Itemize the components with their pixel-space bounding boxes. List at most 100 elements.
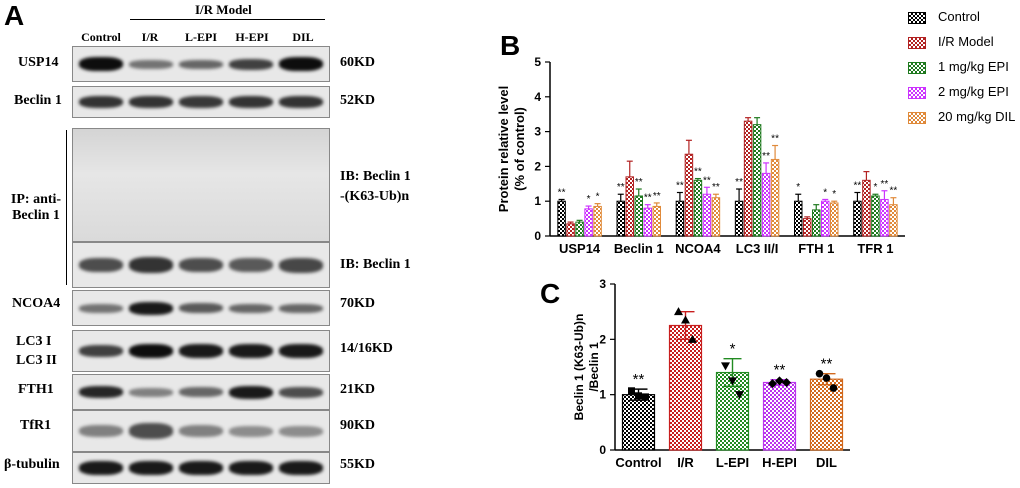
chart-b-bar: [803, 218, 812, 237]
chart-c-point: [768, 379, 777, 389]
chart-b-x-tick-label: TFR 1: [857, 241, 893, 256]
chart-b-significance: **: [735, 177, 743, 188]
chart-c-x-tick-label: DIL: [816, 455, 837, 470]
chart-c-point: [721, 362, 730, 371]
blot-band: [179, 96, 223, 108]
column-header-ir: I/R: [141, 30, 159, 44]
column-header-control: Control: [81, 30, 121, 44]
chart-b-y-axis-label: (% of control): [512, 107, 527, 191]
mw-beclin1: 52KD: [340, 93, 375, 108]
blot-band: [79, 345, 123, 357]
blot-band: [279, 344, 323, 358]
mw-ncoa4: 70KD: [340, 296, 375, 311]
row-label-fth1: FTH1: [18, 382, 54, 397]
chart-b-bar: [880, 198, 889, 237]
legend-label: 1 mg/kg EPI: [938, 59, 1009, 74]
row-label-lc3: LC3 I LC3 II: [16, 334, 57, 368]
chart-b-y-tick-label: 2: [534, 159, 541, 173]
chart-b-bar: [770, 158, 780, 237]
mw-fth1: 21KD: [340, 382, 375, 397]
chart-b-bar: [593, 205, 602, 237]
chart-c-x-tick-label: L-EPI: [716, 455, 749, 470]
chart-c-point: [688, 334, 697, 343]
legend-label: 20 mg/kg DIL: [938, 109, 1016, 124]
chart-b-bar: [821, 200, 830, 237]
chart-b-y-tick-label: 0: [534, 229, 541, 243]
blot-strip: [72, 290, 330, 326]
chart-b-bar: [566, 223, 575, 237]
chart-b-bar: [812, 209, 821, 237]
chart-c-y-tick-label: 1: [599, 388, 606, 402]
chart-b-significance: *: [596, 192, 600, 203]
chart-b-bar: [693, 179, 703, 237]
blot-band: [179, 387, 223, 397]
column-header-dil: DIL: [292, 30, 314, 44]
chart-b-bar: [862, 179, 871, 237]
chart-b-significance: **: [653, 191, 661, 202]
chart-c-x-tick-label: I/R: [677, 455, 694, 470]
chart-b-bar: [743, 120, 753, 237]
chart-b-significance: **: [712, 182, 720, 193]
blot-band: [129, 461, 173, 475]
legend-swatch: [908, 87, 926, 99]
chart-b-bar: [830, 202, 839, 237]
chart-c-point: [628, 387, 635, 395]
chart-b-bar: [702, 193, 712, 237]
chart-b-bar: [711, 197, 721, 237]
mw-btubulin: 55KD: [340, 457, 375, 472]
blot-band: [229, 425, 273, 437]
blot-band: [279, 96, 323, 108]
blot-band: [279, 461, 323, 475]
chart-b-bar: [734, 200, 744, 237]
chart-b-x-tick-label: LC3 II/I: [736, 241, 779, 256]
chart-c-y-tick-label: 0: [599, 443, 606, 457]
blot-band: [129, 387, 173, 397]
blot-strip: [72, 330, 330, 372]
blot-band: [79, 425, 123, 437]
panel-c-letter: C: [540, 278, 561, 309]
chart-c-significance: **: [633, 371, 645, 388]
blot-band: [129, 423, 173, 439]
chart-b-y-tick-label: 3: [534, 125, 541, 139]
mw-usp14: 60KD: [340, 55, 375, 70]
blot-band: [129, 96, 173, 108]
chart-b-significance: **: [703, 175, 711, 186]
row-label-btubulin: β-tubulin: [4, 457, 60, 472]
chart-b-x-tick-label: NCOA4: [675, 241, 721, 256]
blot-band: [179, 303, 223, 313]
blot-band: [179, 344, 223, 358]
chart-b-bar: [616, 200, 625, 237]
chart-c-y-axis-label: /Beclin 1: [587, 342, 601, 392]
blot-strip: [72, 242, 330, 288]
panel-a-letter: A: [4, 0, 25, 31]
ib-k63-label: IB: Beclin 1 -(K63-Ub)n: [340, 169, 411, 204]
legend-swatch: [908, 62, 926, 74]
mw-lc3: 14/16KD: [340, 341, 393, 356]
chart-b-significance: *: [587, 194, 591, 205]
chart-b-bar: [752, 124, 762, 237]
chart-c-significance: **: [821, 356, 833, 373]
chart-c-point: [829, 384, 838, 392]
blot-strip: [72, 410, 330, 452]
chart-b-bar: [557, 200, 566, 237]
blot-band: [229, 258, 273, 272]
chart-b-y-tick-label: 1: [534, 194, 541, 208]
blot-band: [79, 303, 123, 313]
chart-c-point: [728, 377, 737, 386]
legend-swatch: [908, 12, 926, 24]
chart-b-significance: *: [823, 187, 827, 198]
blot-band: [179, 425, 223, 437]
blot-band: [229, 58, 273, 70]
chart-c-x-tick-label: Control: [615, 455, 661, 470]
legend-swatch: [908, 37, 926, 49]
blot-band: [229, 461, 273, 475]
chart-b-bar: [889, 204, 898, 237]
legend-label: Control: [938, 9, 980, 24]
chart-b-bar: [684, 153, 694, 237]
chart-c-significance: **: [774, 362, 786, 379]
blot-band: [129, 301, 173, 315]
chart-b-significance: **: [881, 179, 889, 190]
chart-b-significance: **: [635, 177, 643, 188]
chart-c-significance: *: [730, 341, 736, 358]
blot-strip: [72, 46, 330, 82]
